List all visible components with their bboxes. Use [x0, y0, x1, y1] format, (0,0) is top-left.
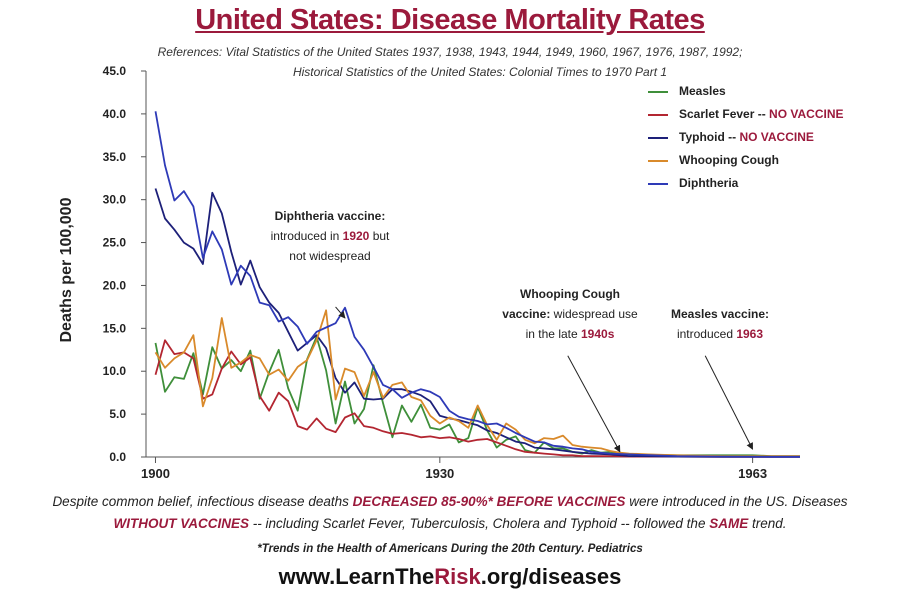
y-tick-label: 30.0: [103, 193, 127, 207]
x-tick-label: 1963: [738, 466, 767, 481]
annotation-arrow: [704, 355, 754, 450]
legend-label: Typhoid --: [679, 130, 740, 144]
y-tick-label: 0.0: [109, 450, 126, 464]
legend-swatch: [648, 160, 668, 162]
y-tick-label: 10.0: [103, 364, 127, 378]
annotation-text: not widespread: [289, 249, 371, 263]
y-tick-label: 25.0: [103, 236, 127, 250]
legend-label: Diphtheria: [679, 176, 739, 190]
annotation-year: 1940s: [581, 327, 615, 341]
footer-highlight: SAME: [709, 516, 749, 531]
x-tick-label: 1900: [141, 466, 170, 481]
legend-note: NO VACCINE: [739, 130, 814, 144]
url-part: www.LearnThe: [278, 564, 435, 589]
y-tick-label: 45.0: [103, 64, 127, 78]
annotation-year: 1963: [736, 327, 764, 341]
series-line-whooping-cough: [154, 309, 800, 458]
annotation-arrow: [335, 306, 346, 319]
y-tick-label: 40.0: [103, 107, 127, 121]
annotation-arrow: [567, 355, 621, 453]
url-part: .org/diseases: [480, 564, 622, 589]
website-link[interactable]: www.LearnTheRisk.org/diseases: [0, 564, 900, 590]
series-line-scarlet-fever: [154, 339, 800, 458]
y-tick-label: 5.0: [109, 407, 126, 421]
citation: *Trends in the Health of Americans Durin…: [257, 543, 643, 555]
y-tick-label: 15.0: [103, 321, 127, 335]
footer-line-2: WITHOUT VACCINES -- including Scarlet Fe…: [0, 516, 900, 531]
chart-title: United States: Disease Mortality Rates: [195, 4, 705, 36]
legend-swatch: [648, 137, 668, 139]
annotation-text: in the late: [525, 327, 581, 341]
annotation-heading: Diphtheria vaccine:: [274, 209, 386, 223]
annotation-text: but: [369, 229, 390, 243]
annotation-text: widespread use: [550, 307, 638, 321]
references-line-1: References: Vital Statistics of the Unit…: [157, 45, 743, 59]
references-line-2: Historical Statistics of the United Stat…: [292, 65, 668, 79]
y-axis-label: Deaths per 100,000: [58, 197, 75, 343]
series-line-typhoid: [154, 188, 800, 458]
series-line-diphtheria: [154, 111, 800, 458]
footer-text: Despite common belief, infectious diseas…: [52, 494, 353, 509]
legend-label: Whooping Cough: [679, 153, 779, 167]
x-tick-label: 1930: [425, 466, 454, 481]
footer-line-1: Despite common belief, infectious diseas…: [0, 494, 900, 509]
legend-swatch: [648, 114, 668, 116]
legend-label: Measles: [679, 84, 726, 98]
y-tick-label: 20.0: [103, 278, 127, 292]
annotation-heading: vaccine:: [502, 307, 551, 321]
footer-text: trend.: [748, 516, 787, 531]
annotation-heading: Whooping Cough: [520, 287, 620, 301]
footer-highlight: WITHOUT VACCINES: [113, 516, 249, 531]
legend-note: NO VACCINE: [769, 107, 844, 121]
footer-highlight: DECREASED 85-90%* BEFORE VACCINES: [352, 494, 626, 509]
annotation-year: 1920: [342, 229, 370, 243]
legend-swatch: [648, 91, 668, 93]
annotation-heading: Measles vaccine:: [670, 307, 770, 321]
annotation-text: introduced: [676, 327, 737, 341]
footer-text: -- including Scarlet Fever, Tuberculosis…: [248, 516, 710, 531]
annotation-text: introduced in: [270, 229, 343, 243]
legend-swatch: [648, 183, 668, 185]
y-tick-label: 35.0: [103, 150, 127, 164]
annotation-diphtheria-vaccine: Diphtheria vaccine: introduced in 1920 b…: [250, 206, 410, 266]
annotation-measles-vaccine: Measles vaccine: introduced 1963: [660, 304, 780, 344]
url-part: Risk: [434, 564, 481, 589]
footer-text: were introduced in the US. Diseases: [625, 494, 848, 509]
annotation-whooping-cough-vaccine: Whooping Cough vaccine: widespread use i…: [490, 284, 650, 344]
legend-label: Scarlet Fever --: [679, 107, 770, 121]
